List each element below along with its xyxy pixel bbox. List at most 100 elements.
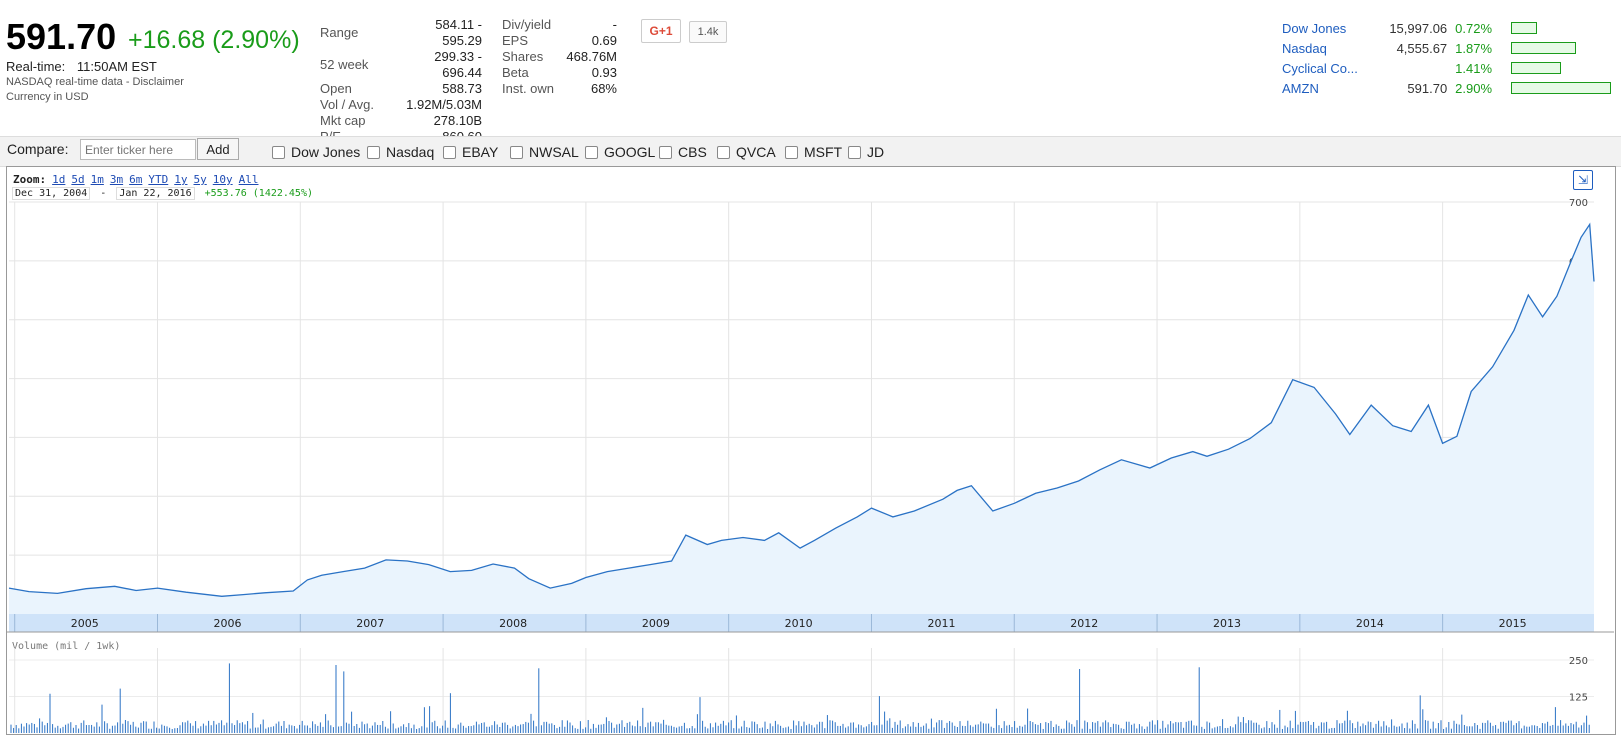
x-tick-label: 2015 <box>1499 617 1527 630</box>
stat-value: 299.33 - 696.44 <box>434 49 482 80</box>
stat-value: 1.92M/5.03M <box>406 97 482 112</box>
market-name[interactable]: Nasdaq <box>1282 40 1327 56</box>
compare-checkbox[interactable]: QVCA <box>717 144 776 160</box>
compare-checkbox[interactable]: NWSAL <box>510 144 579 160</box>
compare-input[interactable] <box>80 139 196 160</box>
y-tick-label: 700 <box>1569 198 1588 209</box>
compare-ticker-label: EBAY <box>462 144 499 160</box>
x-tick-label: 2009 <box>642 617 670 630</box>
zoom-option[interactable]: 10y <box>212 173 233 186</box>
add-button[interactable]: Add <box>197 138 239 160</box>
compare-checkbox[interactable]: Dow Jones <box>272 144 360 160</box>
x-tick-label: 2008 <box>499 617 527 630</box>
stat-value: 278.10B <box>433 113 482 128</box>
plus-count: 1.4k <box>689 21 727 43</box>
stat-label: Open <box>320 81 352 96</box>
start-date[interactable]: Dec 31, 2004 <box>12 187 91 200</box>
market-pct: 0.72% <box>1455 20 1493 36</box>
x-tick-label: 2012 <box>1070 617 1098 630</box>
compare-checkbox[interactable]: EBAY <box>443 144 498 160</box>
compare-ticker-label: NWSAL <box>529 144 579 160</box>
compare-ticker-label: Dow Jones <box>291 144 361 160</box>
date-range: Dec 31, 2004 - Jan 22, 2016 +553.76 (142… <box>12 187 313 200</box>
stat-label: Range <box>320 25 359 40</box>
stats-right: Div/yield - EPS 0.69 Shares 468.76M Beta 0.93 In… <box>502 17 617 97</box>
zoom-option[interactable]: 1y <box>174 173 188 186</box>
zoom-option[interactable]: 5d <box>71 173 85 186</box>
checkbox-icon[interactable] <box>367 145 380 159</box>
realtime-label: Real-time: <box>6 59 66 74</box>
zoom-option[interactable]: 3m <box>109 173 124 186</box>
timeline-band <box>9 614 1594 632</box>
market-value: 15,997.06 <box>1389 20 1448 36</box>
stat-label: Shares <box>502 49 544 64</box>
stat-value: 588.73 <box>442 81 482 96</box>
compare-ticker-label: CBS <box>678 144 707 160</box>
stat-value: 468.76M <box>566 49 617 64</box>
end-date[interactable]: Jan 22, 2016 <box>116 187 195 200</box>
checkbox-icon[interactable] <box>717 145 730 159</box>
market-pct-bar <box>1510 22 1537 34</box>
zoom-option[interactable]: All <box>238 173 259 186</box>
x-tick-label: 2013 <box>1213 617 1241 630</box>
compare-ticker-label: JD <box>867 144 885 160</box>
market-name[interactable]: Cyclical Co... <box>1282 60 1358 76</box>
x-tick-label: 2011 <box>927 617 955 630</box>
market-name[interactable]: AMZN <box>1282 80 1319 96</box>
range-gain: +553.76 (1422.45%) <box>204 188 313 199</box>
zoom-option[interactable]: YTD <box>148 173 169 186</box>
stat-value: 584.11 - 595.29 <box>435 17 482 48</box>
checkbox-icon[interactable] <box>585 145 598 159</box>
realtime-time: 11:50AM EST <box>76 59 157 74</box>
stat-label: Mkt cap <box>320 113 366 128</box>
x-tick-label: 2010 <box>785 617 813 630</box>
disclaimer[interactable]: NASDAQ real-time data - Disclaimer <box>6 76 184 88</box>
compare-checkbox[interactable]: JD <box>848 144 884 160</box>
market-row: Nasdaq 4,555.67 1.87% <box>1282 38 1621 58</box>
checkbox-icon[interactable] <box>659 145 672 159</box>
x-tick-label: 2014 <box>1356 617 1384 630</box>
stat-label: Beta <box>502 65 529 80</box>
compare-ticker-label: GOOGL <box>604 144 656 160</box>
market-row: Dow Jones 15,997.06 0.72% <box>1282 18 1621 38</box>
price-change: +16.68 (2.90%) <box>128 26 300 54</box>
checkbox-icon[interactable] <box>848 145 861 159</box>
zoom-option[interactable]: 1m <box>90 173 104 186</box>
compare-checkbox[interactable]: CBS <box>659 144 707 160</box>
compare-ticker-label: Nasdaq <box>386 144 435 160</box>
volume-tick-label: 125 <box>1569 693 1588 704</box>
google-plus-button[interactable]: G+1 <box>641 19 681 43</box>
compare-bar <box>0 136 1621 167</box>
market-summary: Dow Jones 15,997.06 0.72% Nasdaq 4,555.67 1.8… <box>1282 18 1621 98</box>
checkbox-icon[interactable] <box>510 145 523 159</box>
market-pct-bar <box>1510 82 1611 94</box>
compare-checkbox[interactable]: GOOGL <box>585 144 655 160</box>
x-tick-label: 2005 <box>71 617 99 630</box>
expand-icon[interactable]: ⇲ <box>1573 170 1593 190</box>
x-tick-label: 2007 <box>356 617 384 630</box>
compare-label: Compare: <box>7 141 69 157</box>
volume-label: Volume (mil / 1wk) <box>12 641 120 652</box>
volume-tick-label: 250 <box>1569 656 1588 667</box>
compare-checkbox[interactable]: Nasdaq <box>367 144 434 160</box>
stat-label: Div/yield <box>502 17 552 32</box>
stat-label: Inst. own <box>502 81 555 96</box>
price-line <box>8 222 1595 597</box>
zoom-option[interactable]: 5y <box>193 173 207 186</box>
zoom-option[interactable]: 1d <box>52 173 66 186</box>
checkbox-icon[interactable] <box>272 145 285 159</box>
stats-left: Range 584.11 - 595.29 52 week 299.33 - 696.… <box>320 17 482 145</box>
market-value: 4,555.67 <box>1396 40 1448 56</box>
zoom-label: Zoom: <box>13 173 47 186</box>
stat-label: Vol / Avg. <box>320 97 374 112</box>
market-name[interactable]: Dow Jones <box>1282 20 1347 36</box>
compare-checkbox[interactable]: MSFT <box>785 144 842 160</box>
market-pct: 1.87% <box>1455 40 1493 56</box>
checkbox-icon[interactable] <box>785 145 798 159</box>
market-pct-bar <box>1510 42 1576 54</box>
zoom-option[interactable]: 6m <box>129 173 143 186</box>
checkbox-icon[interactable] <box>443 145 456 159</box>
stat-value: - <box>612 17 617 32</box>
stat-label: EPS <box>502 33 529 48</box>
